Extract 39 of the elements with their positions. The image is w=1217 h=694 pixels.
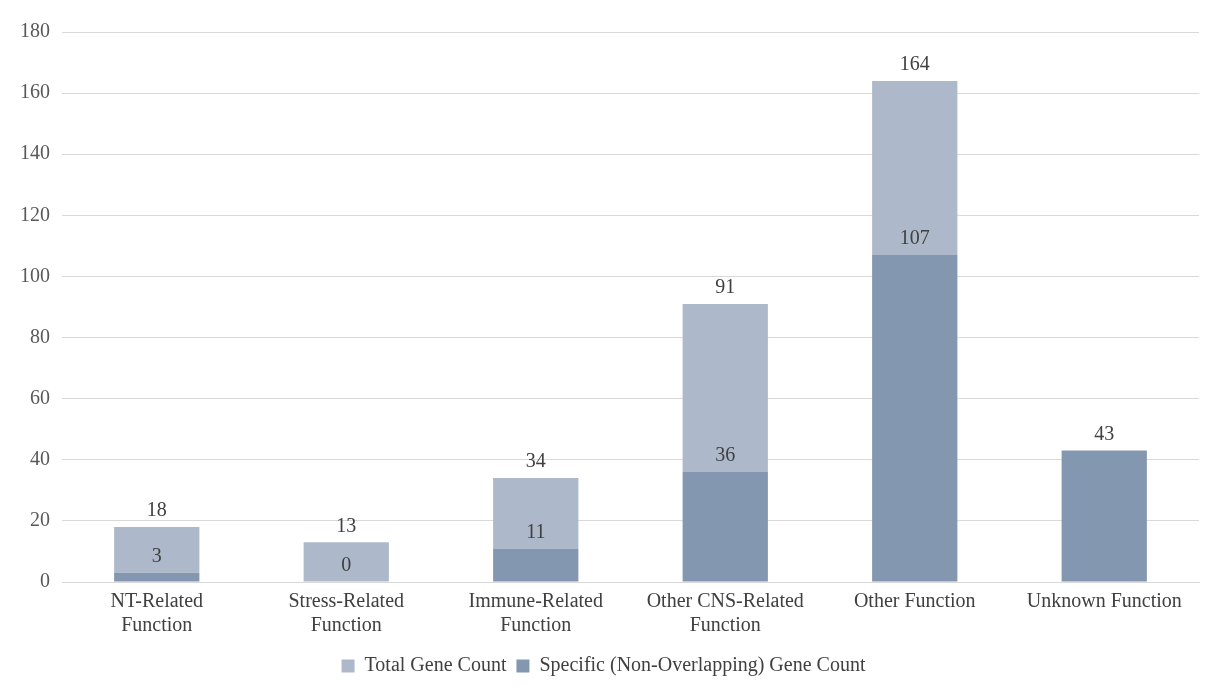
bar (303, 542, 389, 582)
total-label: 91 (715, 275, 736, 298)
y-tick-label: 140 (20, 141, 50, 164)
bar (114, 527, 200, 573)
y-tick-label: 160 (20, 80, 50, 103)
x-tick-label: Other CNS-Related Function (646, 589, 804, 636)
bar (872, 255, 958, 582)
data-label: 36 (715, 443, 736, 466)
data-label: 107 (899, 226, 930, 249)
y-tick-label: 120 (20, 202, 50, 225)
y-tick-label: 80 (30, 324, 50, 347)
bar (114, 572, 200, 582)
bar (493, 548, 579, 582)
y-tick-label: 100 (20, 263, 50, 286)
legend-label: Total Gene Count (364, 653, 507, 676)
total-label: 164 (899, 52, 930, 75)
x-tick-label: NT-Related Function (110, 589, 204, 636)
y-tick-label: 180 (20, 19, 50, 42)
bar (872, 80, 958, 256)
y-tick-label: 60 (30, 385, 50, 408)
bar (682, 303, 768, 472)
y-tick-label: 0 (40, 569, 50, 592)
x-tick-label: Unknown Function (1026, 589, 1182, 612)
total-label: 34 (525, 449, 546, 472)
total-label: 13 (336, 513, 357, 536)
total-label: 43 (1094, 421, 1115, 444)
x-tick-label: Other Function (853, 589, 976, 612)
legend-label: Specific (Non-Overlapping) Gene Count (539, 653, 866, 677)
x-tick-label: Stress-Related Function (288, 589, 405, 636)
bar (682, 472, 768, 582)
data-label: 11 (526, 519, 546, 542)
y-tick-label: 40 (30, 447, 50, 470)
bar (1061, 450, 1147, 582)
bar (493, 478, 579, 549)
total-label: 18 (146, 498, 167, 521)
y-tick-label: 20 (30, 508, 50, 531)
data-label: 0 (341, 553, 352, 576)
data-label: 3 (151, 544, 162, 567)
x-tick-label: Immune-Related Function (468, 589, 603, 636)
